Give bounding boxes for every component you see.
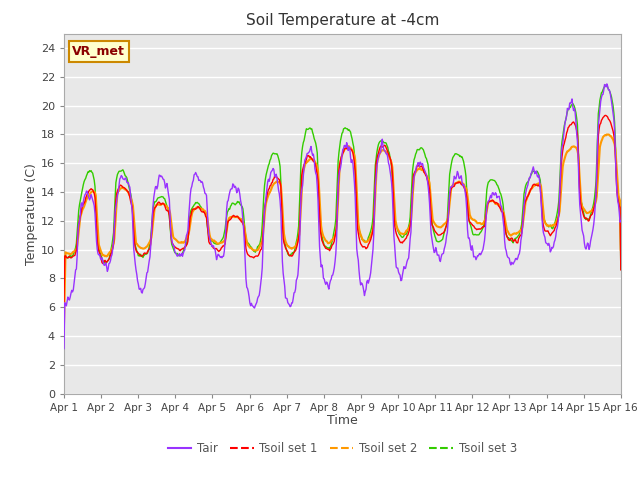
Legend: Tair, Tsoil set 1, Tsoil set 2, Tsoil set 3: Tair, Tsoil set 1, Tsoil set 2, Tsoil se… xyxy=(163,437,522,460)
Text: VR_met: VR_met xyxy=(72,45,125,58)
Title: Soil Temperature at -4cm: Soil Temperature at -4cm xyxy=(246,13,439,28)
X-axis label: Time: Time xyxy=(327,414,358,427)
Y-axis label: Temperature (C): Temperature (C) xyxy=(25,163,38,264)
